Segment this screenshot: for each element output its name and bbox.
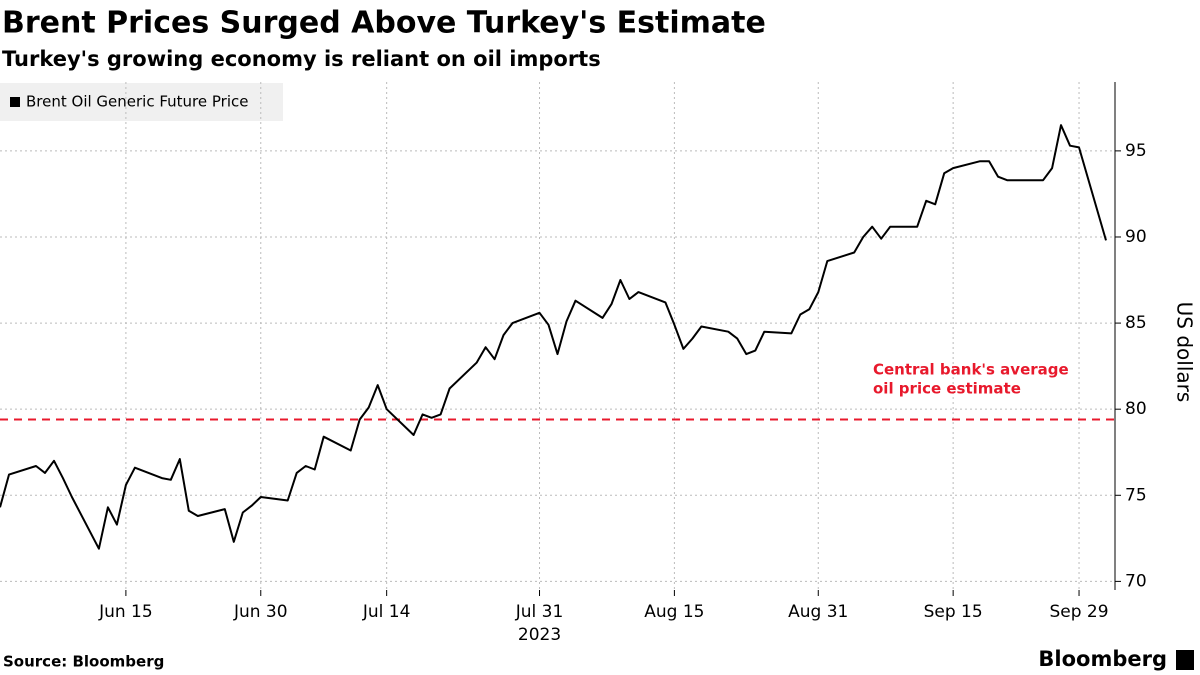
source: Source: Bloomberg: [3, 653, 164, 671]
y-tick-label: 90: [1125, 227, 1147, 247]
reference-label: oil price estimate: [873, 380, 1021, 398]
y-tick-label: 80: [1125, 399, 1147, 419]
reference-label: Central bank's average: [873, 361, 1069, 379]
x-tick-label: Jun 30: [233, 602, 288, 622]
x-tick-label: Aug 31: [788, 602, 848, 622]
x-tick-label: Sep 29: [1049, 602, 1108, 622]
y-axis-label: US dollars: [1173, 302, 1197, 403]
x-tick-label: Jul 31: [515, 602, 564, 622]
y-tick-label: 70: [1125, 571, 1147, 591]
x-tick-label: Jul 14: [362, 602, 411, 622]
y-tick-label: 85: [1125, 313, 1147, 333]
brand-icon: [1176, 650, 1194, 670]
legend-box: [0, 83, 283, 121]
x-year-label: 2023: [518, 625, 561, 645]
x-tick-label: Aug 15: [644, 602, 704, 622]
legend-swatch: [10, 97, 20, 107]
chart-title: Brent Prices Surged Above Turkey's Estim…: [2, 6, 766, 41]
chart-subtitle: Turkey's growing economy is reliant on o…: [2, 47, 601, 71]
y-tick-label: 75: [1125, 485, 1147, 505]
series-line: [0, 124, 1107, 550]
x-tick-label: Jun 15: [98, 602, 153, 622]
y-tick-label: 95: [1125, 141, 1147, 161]
x-tick-label: Sep 15: [924, 602, 983, 622]
legend-label: Brent Oil Generic Future Price: [26, 93, 249, 111]
brand: Bloomberg: [1038, 647, 1167, 671]
